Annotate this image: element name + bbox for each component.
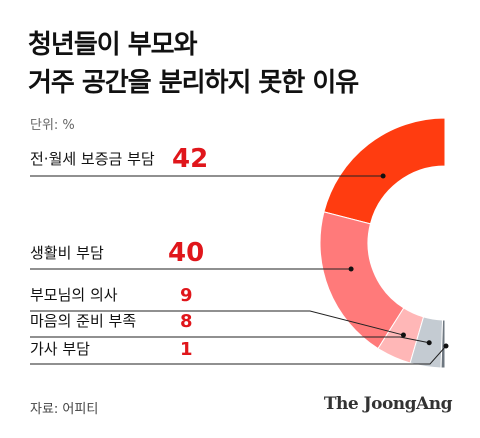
publisher-logo: The JoongAng bbox=[323, 394, 453, 414]
chart-title-line-2: 거주 공간을 분리하지 못한 이유 bbox=[28, 68, 359, 98]
leader-line-3 bbox=[30, 310, 404, 336]
leader-dot-5 bbox=[443, 343, 449, 349]
leader-line-4 bbox=[30, 336, 430, 344]
leader-lines bbox=[30, 173, 449, 365]
leader-dot-2 bbox=[348, 266, 354, 272]
leader-dot-4 bbox=[426, 340, 432, 346]
chart-labels: 전·월세 보증금 부담 42 생활비 부담 40 부모님의 의사 9 마음의 준비 부족 8 가… bbox=[30, 144, 208, 360]
unit-label: 단위: % bbox=[30, 118, 75, 133]
leader-dot-1 bbox=[380, 173, 386, 179]
value-label-1: 42 bbox=[172, 144, 208, 174]
chart-slices bbox=[319, 117, 446, 369]
value-label-2: 40 bbox=[168, 238, 204, 268]
value-label-5: 1 bbox=[180, 339, 193, 360]
category-label-4: 마음의 준비 부족 bbox=[30, 312, 136, 330]
category-label-1: 전·월세 보증금 부담 bbox=[30, 150, 155, 168]
source-note: 자료: 어피티 bbox=[30, 402, 99, 417]
value-label-3: 9 bbox=[180, 285, 193, 306]
pie-slice-1 bbox=[323, 117, 446, 225]
chart-title-line-1: 청년들이 부모와 bbox=[28, 30, 197, 60]
pie-slice-5 bbox=[440, 319, 446, 369]
category-label-5: 가사 부담 bbox=[30, 340, 90, 358]
category-label-3: 부모님의 의사 bbox=[30, 286, 118, 304]
value-label-4: 8 bbox=[180, 311, 193, 332]
leader-dot-3 bbox=[400, 332, 406, 338]
category-label-2: 생활비 부담 bbox=[30, 244, 104, 262]
leader-line-5 bbox=[30, 345, 447, 365]
